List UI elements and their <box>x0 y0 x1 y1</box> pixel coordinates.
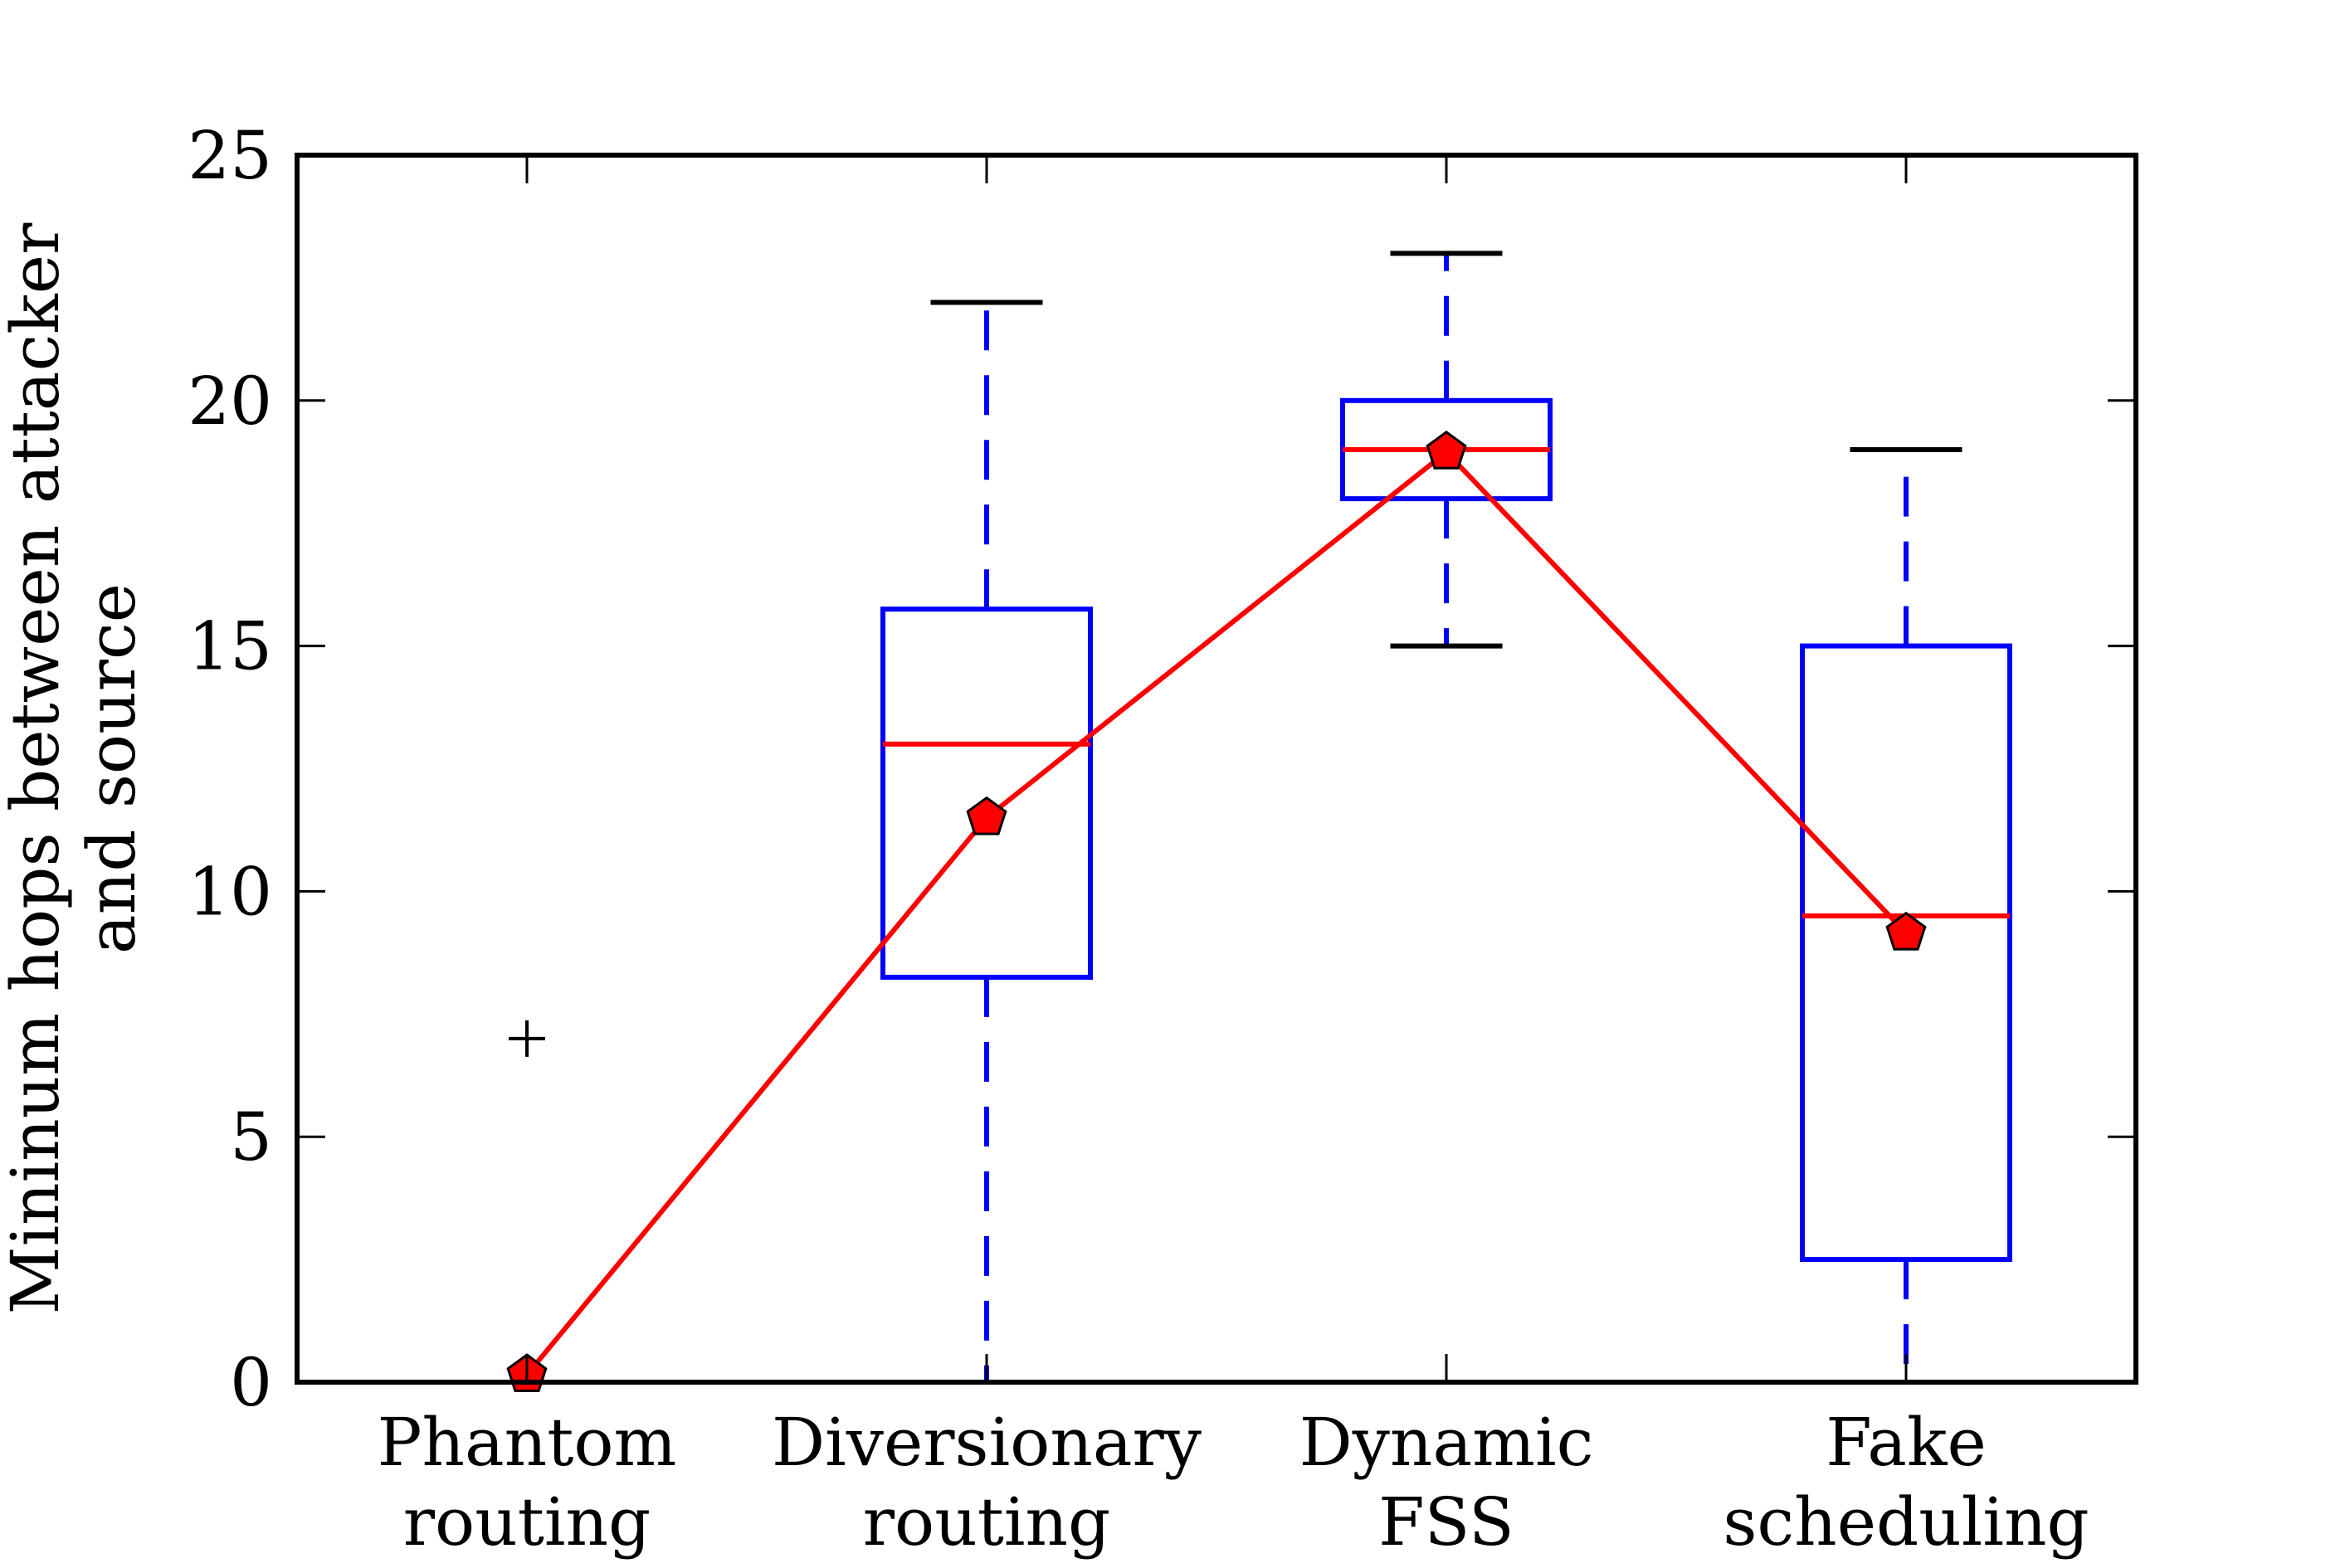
x-tick-label: routing <box>863 1483 1110 1561</box>
x-tick-label: routing <box>403 1483 651 1561</box>
y-tick-label: 20 <box>188 363 272 440</box>
plot-layer <box>423 251 2012 1392</box>
box-0 <box>423 1020 631 1385</box>
x-tick-label: Fake <box>1826 1404 1987 1481</box>
y-tick-label: 5 <box>230 1098 272 1176</box>
x-tick-label: scheduling <box>1723 1483 2089 1561</box>
tick-layer <box>297 153 2136 1384</box>
box-body <box>1800 643 2012 1263</box>
mean-marker <box>1885 911 1927 951</box>
mean-line <box>524 448 1909 1377</box>
label-layer: 0510152025PhantomroutingDiversionaryrout… <box>0 117 2089 1561</box>
y-tick-label: 15 <box>188 608 272 685</box>
x-tick-label: Dynamic <box>1299 1404 1594 1481</box>
y-axis-label: Mininum hops between attacker <box>0 222 74 1314</box>
x-tick-label: FSS <box>1378 1483 1514 1561</box>
mean-marker <box>1426 431 1467 470</box>
box-body <box>880 606 1093 980</box>
outlier-point <box>509 1020 545 1057</box>
y-tick-label: 10 <box>188 853 272 930</box>
x-tick-label: Diversionary <box>772 1404 1202 1481</box>
axes-frame <box>295 153 2138 1385</box>
y-tick-label: 25 <box>188 117 272 194</box>
y-axis-label: and source <box>73 583 150 954</box>
mean-marker <box>966 796 1007 835</box>
y-tick-label: 0 <box>230 1344 272 1421</box>
box-1 <box>880 299 1093 1382</box>
x-tick-label: Phantom <box>378 1404 677 1481</box>
